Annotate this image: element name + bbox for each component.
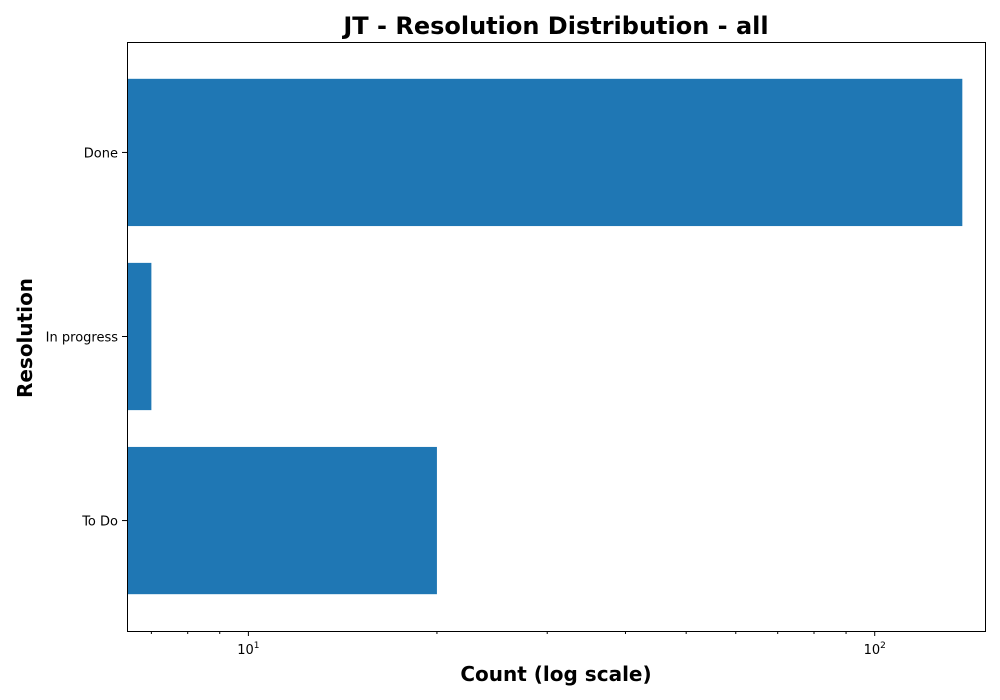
y-tick-label: In progress	[46, 331, 119, 346]
x-axis-ticks: 101 102	[150, 631, 886, 658]
plot-frame	[127, 42, 986, 632]
bar-in-progress	[127, 262, 152, 411]
chart-title: JT - Resolution Distribution - all	[341, 12, 768, 40]
y-tick-label: To Do	[81, 515, 118, 530]
bar-done	[127, 78, 963, 227]
x-axis-label: Count (log scale)	[460, 662, 651, 686]
y-axis-ticks: Done In progress To Do	[46, 146, 127, 530]
x-tick-label: 102	[864, 641, 886, 658]
x-tick-label: 101	[237, 641, 259, 658]
bar-to-do	[127, 446, 437, 595]
y-tick-label: Done	[84, 146, 118, 161]
bars-group	[127, 78, 963, 595]
y-axis-label: Resolution	[13, 278, 37, 398]
